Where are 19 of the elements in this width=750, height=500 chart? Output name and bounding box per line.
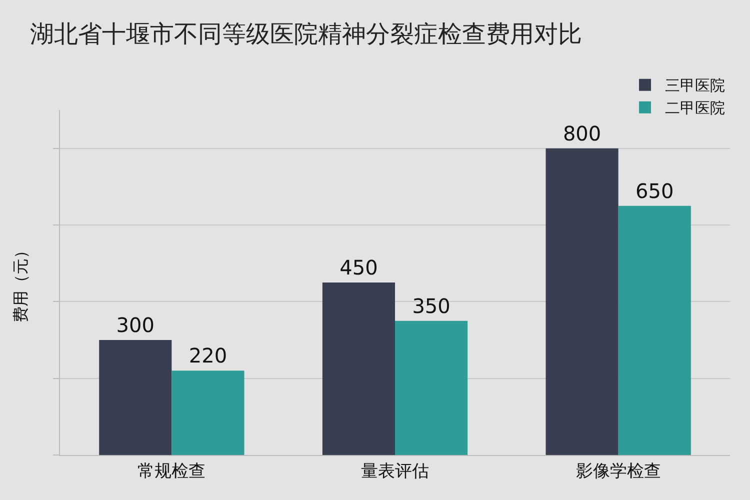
- bar: [172, 370, 244, 455]
- bar: [546, 148, 618, 455]
- y-axis-title: 费用（元）: [11, 242, 30, 322]
- legend-label: 三甲医院: [665, 76, 725, 95]
- bar: [322, 282, 395, 455]
- bar: [618, 206, 691, 455]
- chart-title: 湖北省十堰市不同等级医院精神分裂症检查费用对比: [30, 20, 582, 48]
- bar: [99, 340, 172, 455]
- x-tick-label: 常规检查: [138, 461, 206, 482]
- data-label: 300: [116, 313, 154, 337]
- data-label: 350: [412, 294, 450, 318]
- legend-label: 二甲医院: [665, 99, 725, 118]
- data-label: 220: [188, 344, 228, 368]
- data-label: 650: [636, 178, 674, 203]
- data-label: 800: [562, 121, 602, 146]
- x-tick-label: 影像学检查: [576, 461, 661, 482]
- bar: [395, 320, 468, 455]
- x-tick-label: 量表评估: [361, 461, 429, 482]
- data-label: 450: [340, 256, 378, 280]
